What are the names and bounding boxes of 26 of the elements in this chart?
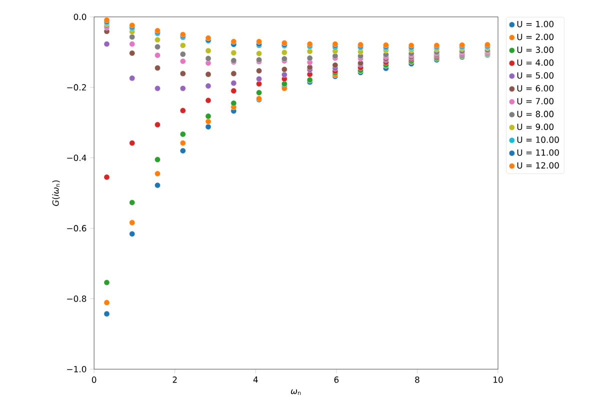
legend-label: U = 9.00 xyxy=(517,123,554,130)
y-tick-label: −1.0 xyxy=(67,366,86,372)
legend-label: U = 8.00 xyxy=(517,110,554,117)
y-tick-label: 0.0 xyxy=(74,13,86,20)
x-tick-label: 4 xyxy=(253,376,258,382)
legend-label: U = 6.00 xyxy=(517,84,554,92)
x-tick-label: 2 xyxy=(172,376,177,383)
legend-label: U = 11.00 xyxy=(517,149,559,156)
legend-label: U = 2.00 xyxy=(517,33,554,40)
y-tick-label: −0.8 xyxy=(67,295,86,302)
legend-label: U = 7.00 xyxy=(517,98,554,104)
legend-label: U = 5.00 xyxy=(517,72,554,78)
x-axis-title: ω$_{n}$ xyxy=(290,389,301,395)
legend-label: U = 10.00 xyxy=(517,136,559,143)
legend-label: U = 1.00 xyxy=(517,20,554,28)
x-tick-label: 0 xyxy=(92,376,96,383)
x-tick-label: 6 xyxy=(334,376,339,383)
legend-label: U = 12.00 xyxy=(517,162,559,168)
legend-label: U = 3.00 xyxy=(517,46,554,53)
x-tick-label: 10 xyxy=(494,376,503,383)
y-tick-label: −0.6 xyxy=(67,224,86,232)
legend-label: U = 4.00 xyxy=(517,59,554,66)
y-tick-label: −0.2 xyxy=(67,84,86,90)
y-tick-label: −0.4 xyxy=(67,154,86,161)
x-tick-label: 8 xyxy=(415,376,420,383)
y-axis-title: G(iω$_{n}$) xyxy=(52,180,60,206)
